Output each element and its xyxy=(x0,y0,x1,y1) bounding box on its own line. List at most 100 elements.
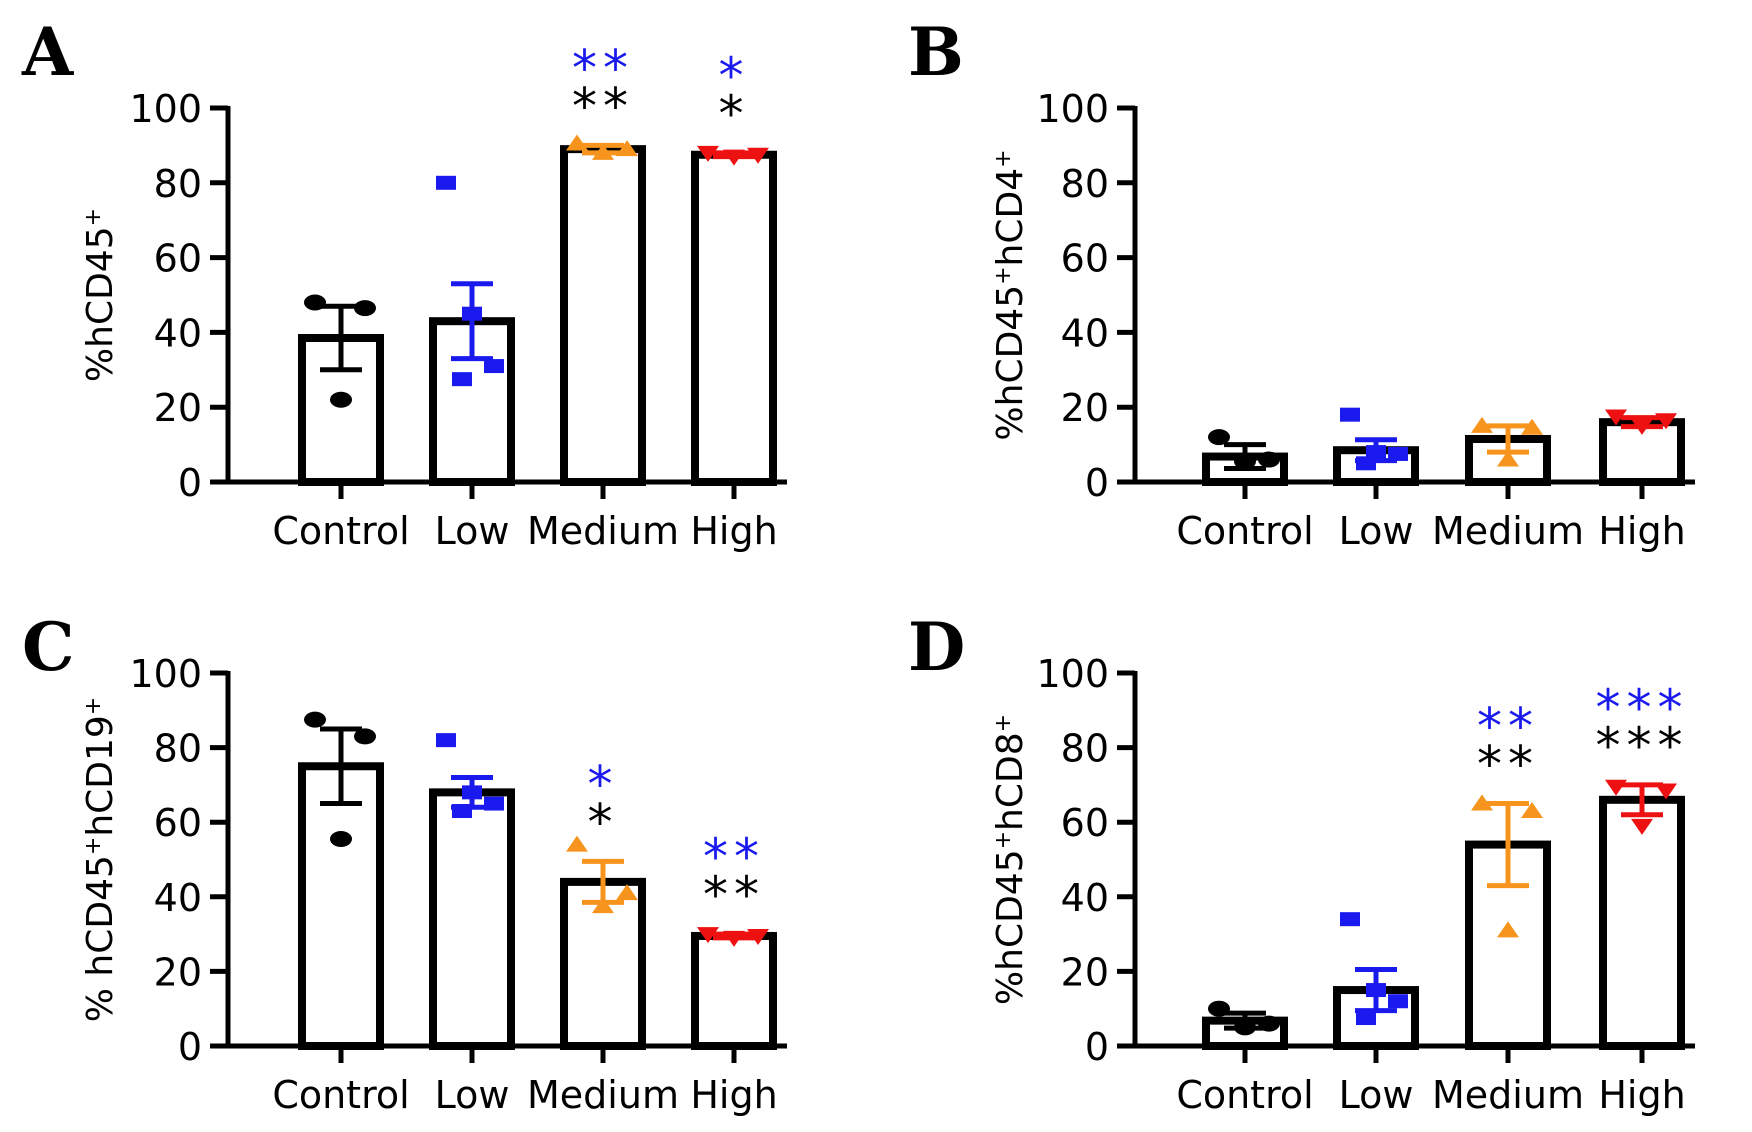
data-point-high xyxy=(1605,409,1627,426)
y-axis-label-part: %hCD45 xyxy=(990,285,1031,441)
significance-black: *** xyxy=(1596,717,1689,775)
y-tick-label: 40 xyxy=(1061,876,1109,920)
data-point-high xyxy=(747,928,769,945)
bar-high xyxy=(691,150,777,486)
y-tick-label: 100 xyxy=(129,652,202,696)
significance-black: ** xyxy=(1477,736,1539,794)
x-tick-label-medium: Medium xyxy=(527,1073,679,1117)
data-point-medium xyxy=(1471,794,1493,811)
data-point-low xyxy=(436,733,456,748)
data-point-high xyxy=(1655,413,1677,430)
x-tick-label-control: Control xyxy=(1176,509,1313,553)
y-axis-label-part: %hCD45 xyxy=(80,226,121,382)
data-point-high xyxy=(1655,783,1677,800)
data-point-control xyxy=(330,391,352,408)
data-point-low xyxy=(452,804,472,819)
y-tick-label: 40 xyxy=(154,311,202,355)
x-tick-label-low: Low xyxy=(435,1073,510,1117)
data-point-high xyxy=(1631,418,1653,435)
y-tick-label: 40 xyxy=(1061,311,1109,355)
data-point-low xyxy=(1356,1011,1376,1026)
y-tick-label: 100 xyxy=(1036,87,1109,131)
data-point-high xyxy=(1605,779,1627,796)
significance-black: * xyxy=(719,85,750,143)
y-tick-label: 100 xyxy=(129,87,202,131)
data-point-control xyxy=(1234,1019,1256,1036)
y-axis-label-part: hCD19 xyxy=(80,715,121,836)
data-point-control xyxy=(354,728,376,745)
data-point-high xyxy=(697,145,719,162)
data-point-low xyxy=(484,359,504,374)
y-tick-label: 60 xyxy=(1061,237,1109,281)
panel-letter: A xyxy=(21,13,74,91)
y-tick-label: 80 xyxy=(154,727,202,771)
y-axis-label: %hCD45+hCD4+ xyxy=(990,149,1031,440)
y-tick-label: 0 xyxy=(178,461,202,505)
x-tick-label-high: High xyxy=(1598,509,1685,553)
y-axis-label-superscript: + xyxy=(81,837,106,855)
significance-black: * xyxy=(588,793,619,851)
y-axis-label-part: % hCD45 xyxy=(80,855,121,1022)
x-tick-label-high: High xyxy=(690,509,777,553)
data-point-low xyxy=(462,306,482,321)
y-axis-label-superscript: + xyxy=(81,697,106,715)
y-axis-label-superscript: + xyxy=(81,208,106,226)
data-point-medium xyxy=(592,143,614,160)
data-point-low xyxy=(1356,456,1376,471)
y-tick-label: 80 xyxy=(1061,162,1109,206)
y-axis-label-part: hCD8 xyxy=(990,732,1031,831)
y-tick-label: 20 xyxy=(1061,950,1109,994)
data-point-medium xyxy=(616,140,638,157)
data-point-high xyxy=(1631,818,1653,835)
y-tick-label: 60 xyxy=(154,237,202,281)
data-point-control xyxy=(304,294,326,311)
y-axis-label: %hCD45+ xyxy=(80,208,121,382)
y-tick-label: 80 xyxy=(1061,727,1109,771)
y-tick-label: 0 xyxy=(1085,461,1109,505)
data-point-control xyxy=(1234,453,1256,470)
x-tick-label-medium: Medium xyxy=(1432,1073,1584,1117)
data-point-medium xyxy=(566,134,588,151)
data-point-control xyxy=(1258,1015,1280,1032)
panel-letter: D xyxy=(908,608,965,686)
panel-letter: C xyxy=(22,608,75,686)
data-point-medium xyxy=(616,884,638,901)
data-point-low xyxy=(1388,446,1408,461)
data-point-medium xyxy=(1471,416,1493,433)
y-axis-label-superscript: + xyxy=(991,714,1016,732)
data-point-control xyxy=(1208,429,1230,446)
bar-medium xyxy=(560,145,646,486)
data-point-control xyxy=(304,711,326,728)
data-point-low xyxy=(1366,983,1386,998)
data-point-low xyxy=(452,372,472,387)
data-point-low xyxy=(1366,445,1386,460)
y-tick-label: 40 xyxy=(154,876,202,920)
y-tick-label: 0 xyxy=(178,1025,202,1069)
y-tick-label: 20 xyxy=(154,950,202,994)
bar-low xyxy=(429,788,515,1050)
y-axis-label-part: hCD4 xyxy=(990,168,1031,267)
data-point-low xyxy=(1340,407,1360,422)
x-tick-label-high: High xyxy=(690,1073,777,1117)
y-axis-label-part: %hCD45 xyxy=(990,849,1031,1005)
significance-blue: ** xyxy=(1477,698,1539,756)
bar-high xyxy=(691,931,777,1051)
panel-letter: B xyxy=(908,13,964,91)
data-point-high xyxy=(697,927,719,944)
data-point-control xyxy=(354,300,376,317)
x-tick-label-low: Low xyxy=(1339,1073,1414,1117)
y-tick-label: 60 xyxy=(1061,801,1109,845)
significance-blue: * xyxy=(588,755,619,813)
x-tick-label-control: Control xyxy=(272,509,409,553)
y-tick-label: 60 xyxy=(154,801,202,845)
y-tick-label: 20 xyxy=(1061,386,1109,430)
y-tick-label: 0 xyxy=(1085,1025,1109,1069)
data-point-low xyxy=(1388,994,1408,1009)
x-tick-label-high: High xyxy=(1598,1073,1685,1117)
data-point-high xyxy=(723,149,745,166)
significance-black: ** xyxy=(703,866,765,924)
